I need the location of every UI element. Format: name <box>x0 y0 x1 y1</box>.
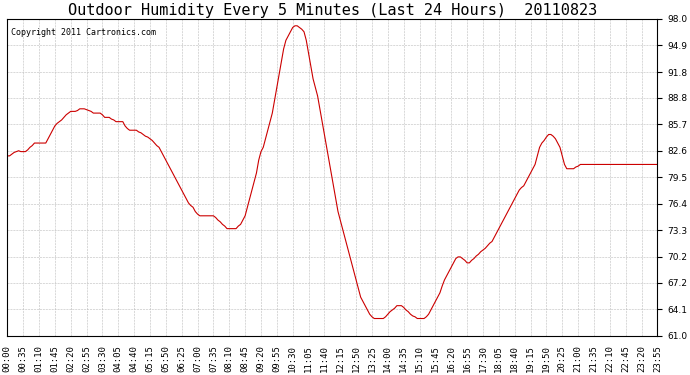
Title: Outdoor Humidity Every 5 Minutes (Last 24 Hours)  20110823: Outdoor Humidity Every 5 Minutes (Last 2… <box>68 3 597 18</box>
Text: Copyright 2011 Cartronics.com: Copyright 2011 Cartronics.com <box>10 28 155 38</box>
